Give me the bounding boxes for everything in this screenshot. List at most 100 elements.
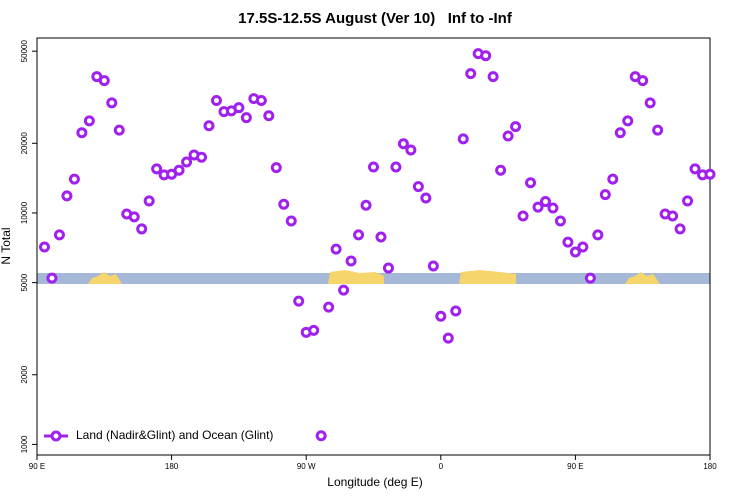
point [592,229,604,241]
legend-marker [50,430,62,442]
legend: Land (Nadir&Glint) and Ocean (Glint) [44,428,273,442]
y-axis-label: N Total [0,227,13,264]
point [83,115,95,127]
point [412,181,424,193]
x-tick-label: 0 [439,462,444,471]
point [53,229,65,241]
y-tick-label: 50000 [20,39,29,62]
point [547,202,559,214]
point [704,168,716,180]
point [128,211,140,223]
point [652,124,664,136]
point [607,173,619,185]
point [173,164,185,176]
point [98,75,110,87]
point [181,156,193,168]
point [255,95,267,107]
point [375,231,387,243]
point [203,120,215,132]
point [637,75,649,87]
point [308,324,320,336]
point [562,236,574,248]
point [293,295,305,307]
point [554,215,566,227]
point [330,243,342,255]
point [368,161,379,173]
point [599,189,611,201]
point [667,210,679,222]
point [233,102,245,114]
legend-label: Land (Nadir&Glint) and Ocean (Glint) [76,428,273,442]
land-patch [625,272,660,284]
point [68,173,80,185]
point [76,127,88,139]
point [263,110,275,122]
point [240,112,252,124]
point [465,68,477,80]
x-tick-label: 180 [165,462,179,471]
point [46,272,58,284]
point [435,310,447,322]
point [151,163,163,175]
point [353,229,365,241]
x-tick-label: 90 E [29,462,45,471]
point [442,332,454,344]
point [480,50,492,62]
land-patch [88,272,122,284]
point [285,215,297,227]
point [457,133,469,145]
point [315,430,327,442]
y-tick-label: 10000 [20,201,29,224]
land-patch [459,270,516,284]
y-tick-label: 2000 [20,365,29,383]
point [517,210,529,222]
point [487,71,499,83]
point [539,196,551,208]
point [510,121,522,133]
y-tick-label: 1000 [20,435,29,453]
point [210,95,222,107]
point [614,127,626,139]
point [61,190,73,202]
point [450,305,462,317]
point [569,246,581,258]
point [323,301,335,313]
point [674,223,686,235]
x-axis-label: Longitude (deg E) [327,475,422,489]
point [196,151,208,163]
chart-title: 17.5S-12.5S August (Ver 10) Inf to -Inf [238,10,513,27]
point [682,195,694,207]
point [382,262,394,274]
point [405,144,417,156]
point [136,223,148,235]
point [532,201,544,213]
plot-frame [36,37,711,456]
point [622,115,634,127]
point [495,164,507,176]
x-tick-label: 180 [703,462,717,471]
point [278,198,290,210]
point [106,97,118,109]
point [113,124,125,136]
x-tick-label: 90 W [297,462,316,471]
point [345,255,357,267]
land-patch [328,270,384,284]
point [525,177,537,189]
point [502,130,514,142]
point [644,97,656,109]
point [270,162,282,174]
surface-strip [37,270,710,284]
point [338,284,350,296]
point [577,241,589,253]
point [390,161,402,173]
point [689,163,701,175]
point [360,199,372,211]
point [427,260,439,272]
x-tick-label: 90 E [567,462,583,471]
point [584,272,596,284]
point [143,195,155,207]
y-tick-label: 20000 [20,132,29,155]
point [420,192,432,204]
point [38,241,50,253]
